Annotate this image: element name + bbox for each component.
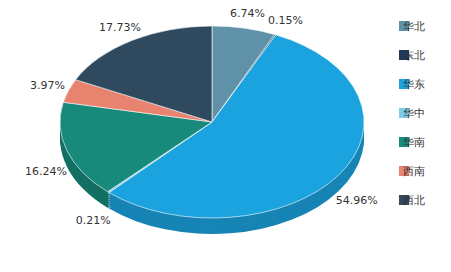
- svg-text:西南: 西南: [403, 165, 425, 178]
- svg-text:6.74%: 6.74%: [230, 7, 265, 20]
- svg-text:华北: 华北: [403, 20, 425, 33]
- svg-text:东北: 东北: [403, 49, 425, 62]
- svg-text:0.15%: 0.15%: [268, 14, 303, 27]
- svg-text:17.73%: 17.73%: [99, 21, 141, 34]
- svg-text:华东: 华东: [403, 78, 425, 91]
- svg-text:16.24%: 16.24%: [25, 165, 67, 178]
- svg-text:3.97%: 3.97%: [30, 79, 65, 92]
- svg-text:西北: 西北: [403, 194, 425, 207]
- svg-text:54.96%: 54.96%: [336, 194, 378, 207]
- svg-text:华南: 华南: [403, 136, 425, 149]
- svg-text:华中: 华中: [403, 107, 425, 120]
- svg-text:0.21%: 0.21%: [76, 214, 111, 227]
